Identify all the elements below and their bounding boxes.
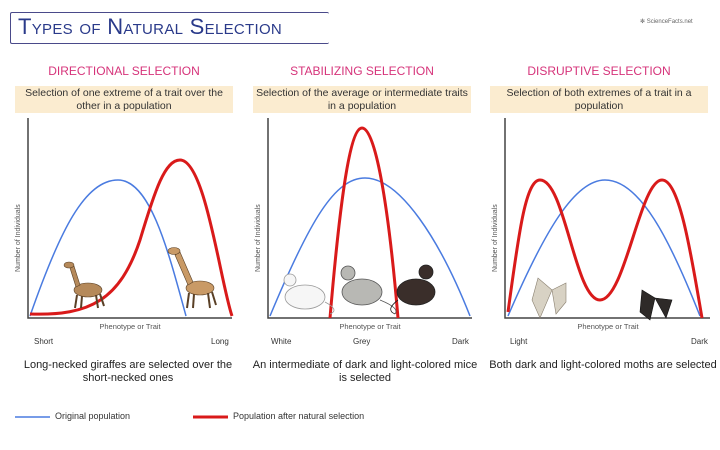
x-axis-label: Phenotype or Trait <box>339 322 401 331</box>
x-axis-label: Phenotype or Trait <box>577 322 639 331</box>
x-tick: Light <box>510 337 528 346</box>
giraffe-short-neck-icon <box>63 261 105 309</box>
white-mouse-icon <box>283 273 335 315</box>
panel-title-stabilizing: STABILIZING SELECTION <box>290 64 434 78</box>
light-moth-icon <box>531 277 567 319</box>
page-title: Types of Natural Selection <box>18 14 283 39</box>
selected-population-curve <box>328 126 400 319</box>
panel-description: Selection of one extreme of a trait over… <box>15 86 233 113</box>
panel-caption: Both dark and light-colored moths are se… <box>489 359 717 371</box>
selected-population-curve <box>506 178 704 319</box>
original-population-curve <box>269 177 471 317</box>
dark-mouse-icon <box>390 264 436 315</box>
original-population-curve <box>29 179 187 317</box>
title-frame <box>10 12 329 44</box>
grey-mouse-icon <box>340 265 397 315</box>
giraffe-long-neck-icon <box>167 247 217 309</box>
legend-selected: Population after natural selection <box>233 411 365 421</box>
axes <box>267 118 472 319</box>
axes <box>504 118 710 319</box>
x-tick: Long <box>211 337 229 346</box>
x-tick: Dark <box>452 337 469 346</box>
x-tick: Short <box>34 337 54 346</box>
axes <box>27 118 232 319</box>
panel-description: Selection of both extremes of a trait in… <box>490 86 708 113</box>
x-tick: White <box>271 337 292 346</box>
logo: ✻ ScienceFacts.net <box>640 19 693 25</box>
original-population-curve <box>507 179 701 317</box>
x-tick: Grey <box>353 337 371 346</box>
panel-caption: An intermediate of dark and light-colore… <box>252 359 478 384</box>
panel-description: Selection of the average or intermediate… <box>253 86 471 113</box>
dark-moth-icon <box>639 289 673 321</box>
legend-original: Original population <box>55 411 131 421</box>
x-tick: Dark <box>691 337 708 346</box>
panel-title-disruptive: DISRUPTIVE SELECTION <box>527 64 671 78</box>
panel-caption: Long-necked giraffes are selected over t… <box>23 359 233 384</box>
x-axis-label: Phenotype or Trait <box>99 322 161 331</box>
panel-title-directional: DIRECTIONAL SELECTION <box>48 64 200 78</box>
